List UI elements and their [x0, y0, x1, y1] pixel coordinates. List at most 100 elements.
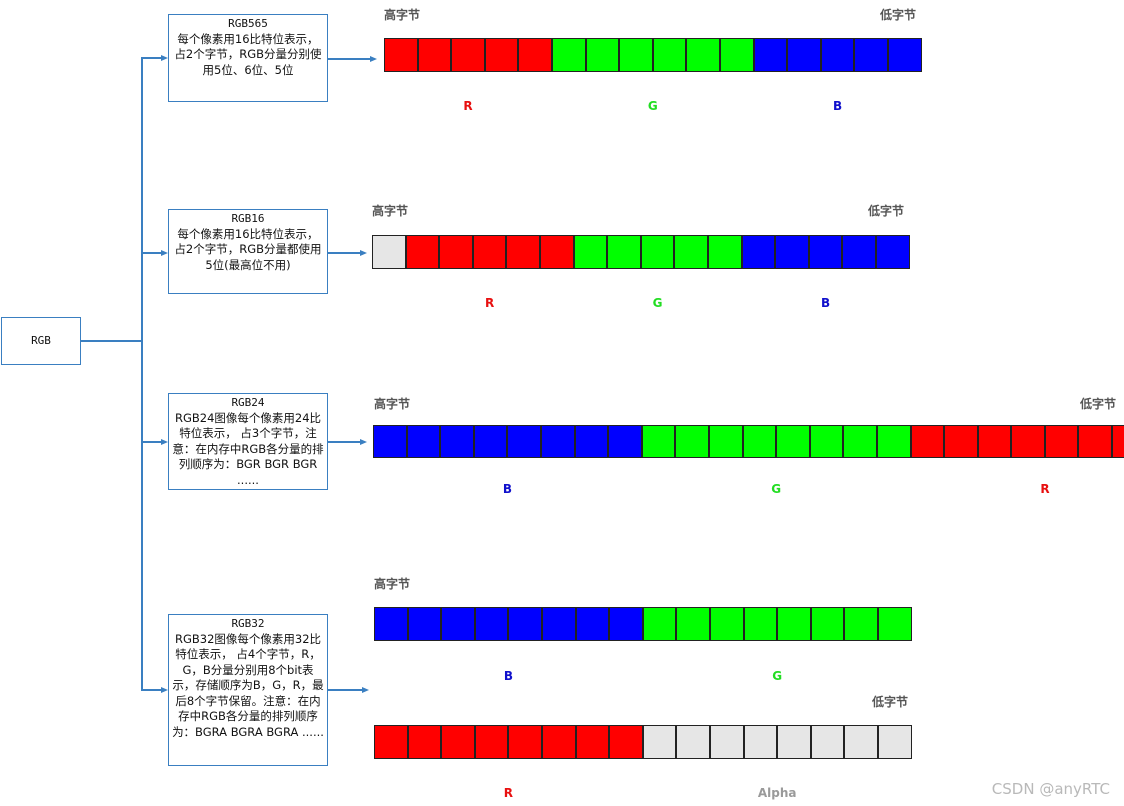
branch-4: [141, 689, 161, 691]
rgb24-bit-cell-r: [1011, 425, 1045, 458]
rgb32-bg-bit-cell-b: [508, 607, 542, 641]
rgb565-label-g: G: [647, 99, 658, 113]
rgb16-bit-cell-r: [506, 235, 540, 269]
rgb24-bit-cell-g: [708, 425, 743, 458]
rgb32-ra-bit-cell-r: [474, 725, 509, 759]
branch-2-arrow: [161, 249, 168, 256]
rgb32-title: RGB32: [231, 617, 265, 630]
connector-2-arrow: [360, 249, 367, 256]
rgb32-bg-bit-cell-b: [441, 607, 475, 641]
rgb24-bit-cell-g: [876, 425, 911, 458]
branch-3: [141, 441, 161, 443]
rgb32-ra-bit-cell-pad: [810, 725, 845, 759]
rgb565-label-b: B: [833, 99, 843, 113]
rgb32-bg-bit-cell-g: [743, 607, 778, 641]
rgb32-bg-bit-cell-b: [575, 607, 610, 641]
rgb16-bit-bar: [372, 235, 910, 269]
rgb32-ra-bit-cell-pad: [777, 725, 811, 759]
rgb24-bit-cell-g: [675, 425, 709, 458]
rgb24-bit-cell-r: [910, 425, 945, 458]
rgb565-high-byte-label: 高字节: [384, 8, 421, 22]
connector-2: [328, 252, 360, 254]
rgb16-high-byte-label: 高字节: [372, 204, 409, 218]
rgb24-bit-cell-b: [373, 425, 407, 458]
rgb32-bg-bit-cell-g: [844, 607, 878, 641]
rgb565-bit-cell-b: [887, 38, 922, 72]
rgb24-bit-cell-b: [540, 425, 575, 458]
rgb24-bit-cell-r: [977, 425, 1012, 458]
rgb32-ra-bit-bar: [374, 725, 912, 759]
rgb16-bit-cell-g: [674, 235, 708, 269]
rgb24-bit-cell-r: [1112, 425, 1124, 458]
branch-3-arrow: [161, 438, 168, 445]
rgb32-high-byte-label: 高字节: [374, 577, 411, 591]
rgb16-bit-cell-r: [439, 235, 473, 269]
rgb32-bg-label-g: G: [772, 669, 783, 683]
rgb32-ra-bit-cell-pad: [877, 725, 912, 759]
rgb16-bit-cell-b: [808, 235, 843, 269]
rgb565-bit-cell-g: [686, 38, 720, 72]
rgb16-bit-cell-b: [875, 235, 910, 269]
rgb32-ra-bit-cell-pad: [709, 725, 744, 759]
rgb24-label-b: B: [502, 482, 512, 496]
watermark: CSDN @anyRTC: [991, 780, 1110, 798]
rgb16-bit-cell-r: [472, 235, 507, 269]
rgb24-bit-cell-g: [809, 425, 844, 458]
rgb565-low-byte-label: 低字节: [880, 8, 917, 22]
rgb32-bg-bit-cell-b: [474, 607, 509, 641]
rgb24-label-g: G: [771, 482, 782, 496]
branch-1: [141, 57, 161, 59]
root-connector: [80, 340, 142, 342]
rgb565-description: 每个像素用16比特位表示，占2个字节，RGB分量分别使用5位、6位、5位: [174, 31, 322, 77]
rgb32-bg-bit-cell-g: [777, 607, 811, 641]
rgb24-bit-cell-r: [944, 425, 978, 458]
rgb565-bit-cell-r: [451, 38, 485, 72]
rgb24-bit-cell-g: [776, 425, 810, 458]
rgb16-label-b: B: [821, 296, 831, 310]
rgb32-ra-bit-cell-r: [575, 725, 610, 759]
rgb32-bg-bit-cell-b: [609, 607, 643, 641]
rgb16-bit-cell-b: [775, 235, 809, 269]
rgb24-bit-cell-b: [507, 425, 541, 458]
rgb565-box: RGB565 每个像素用16比特位表示，占2个字节，RGB分量分别使用5位、6位…: [168, 14, 328, 102]
connector-3-arrow: [360, 438, 367, 445]
rgb24-bit-cell-b: [473, 425, 508, 458]
rgb32-ra-label-alpha: Alpha: [757, 786, 797, 800]
rgb565-bit-cell-b: [787, 38, 821, 72]
rgb24-bit-cell-g: [742, 425, 777, 458]
rgb24-bit-cell-b: [406, 425, 441, 458]
rgb24-bit-bar: [373, 425, 1124, 458]
rgb32-ra-bit-cell-pad: [844, 725, 878, 759]
root-label: RGB: [31, 334, 51, 348]
rgb565-bit-cell-r: [384, 38, 418, 72]
rgb565-bit-cell-r: [518, 38, 552, 72]
rgb24-box: RGB24 RGB24图像每个像素用24比特位表示， 占3个字节，注意：在内存中…: [168, 393, 328, 490]
rgb24-description: RGB24图像每个像素用24比特位表示， 占3个字节，注意：在内存中RGB各分量…: [172, 410, 324, 487]
branch-1-arrow: [161, 54, 168, 61]
rgb16-bit-cell-g: [640, 235, 675, 269]
rgb16-bit-cell-g: [707, 235, 742, 269]
rgb24-bit-cell-g: [641, 425, 676, 458]
rgb565-bit-cell-r: [417, 38, 452, 72]
rgb32-bg-bit-cell-g: [810, 607, 845, 641]
rgb32-bg-bit-cell-b: [407, 607, 442, 641]
rgb16-bit-cell-g: [573, 235, 608, 269]
connector-4: [328, 689, 362, 691]
rgb24-low-byte-label: 低字节: [1080, 397, 1117, 411]
rgb24-bit-cell-b: [574, 425, 609, 458]
rgb16-bit-cell-pad: [372, 235, 406, 269]
rgb32-ra-bit-cell-pad: [676, 725, 710, 759]
rgb32-ra-label-r: R: [503, 786, 514, 800]
rgb32-ra-bit-cell-r: [508, 725, 542, 759]
trunk-line: [141, 57, 143, 690]
rgb32-bg-bit-cell-g: [877, 607, 912, 641]
connector-4-arrow: [362, 686, 369, 693]
rgb32-ra-bit-cell-r: [609, 725, 643, 759]
rgb24-bit-cell-r: [1078, 425, 1113, 458]
rgb24-bit-cell-g: [843, 425, 877, 458]
rgb16-bit-cell-b: [741, 235, 776, 269]
rgb32-bg-bit-cell-g: [676, 607, 710, 641]
rgb565-bit-cell-g: [619, 38, 653, 72]
rgb565-bit-bar: [384, 38, 922, 72]
rgb24-high-byte-label: 高字节: [374, 397, 411, 411]
